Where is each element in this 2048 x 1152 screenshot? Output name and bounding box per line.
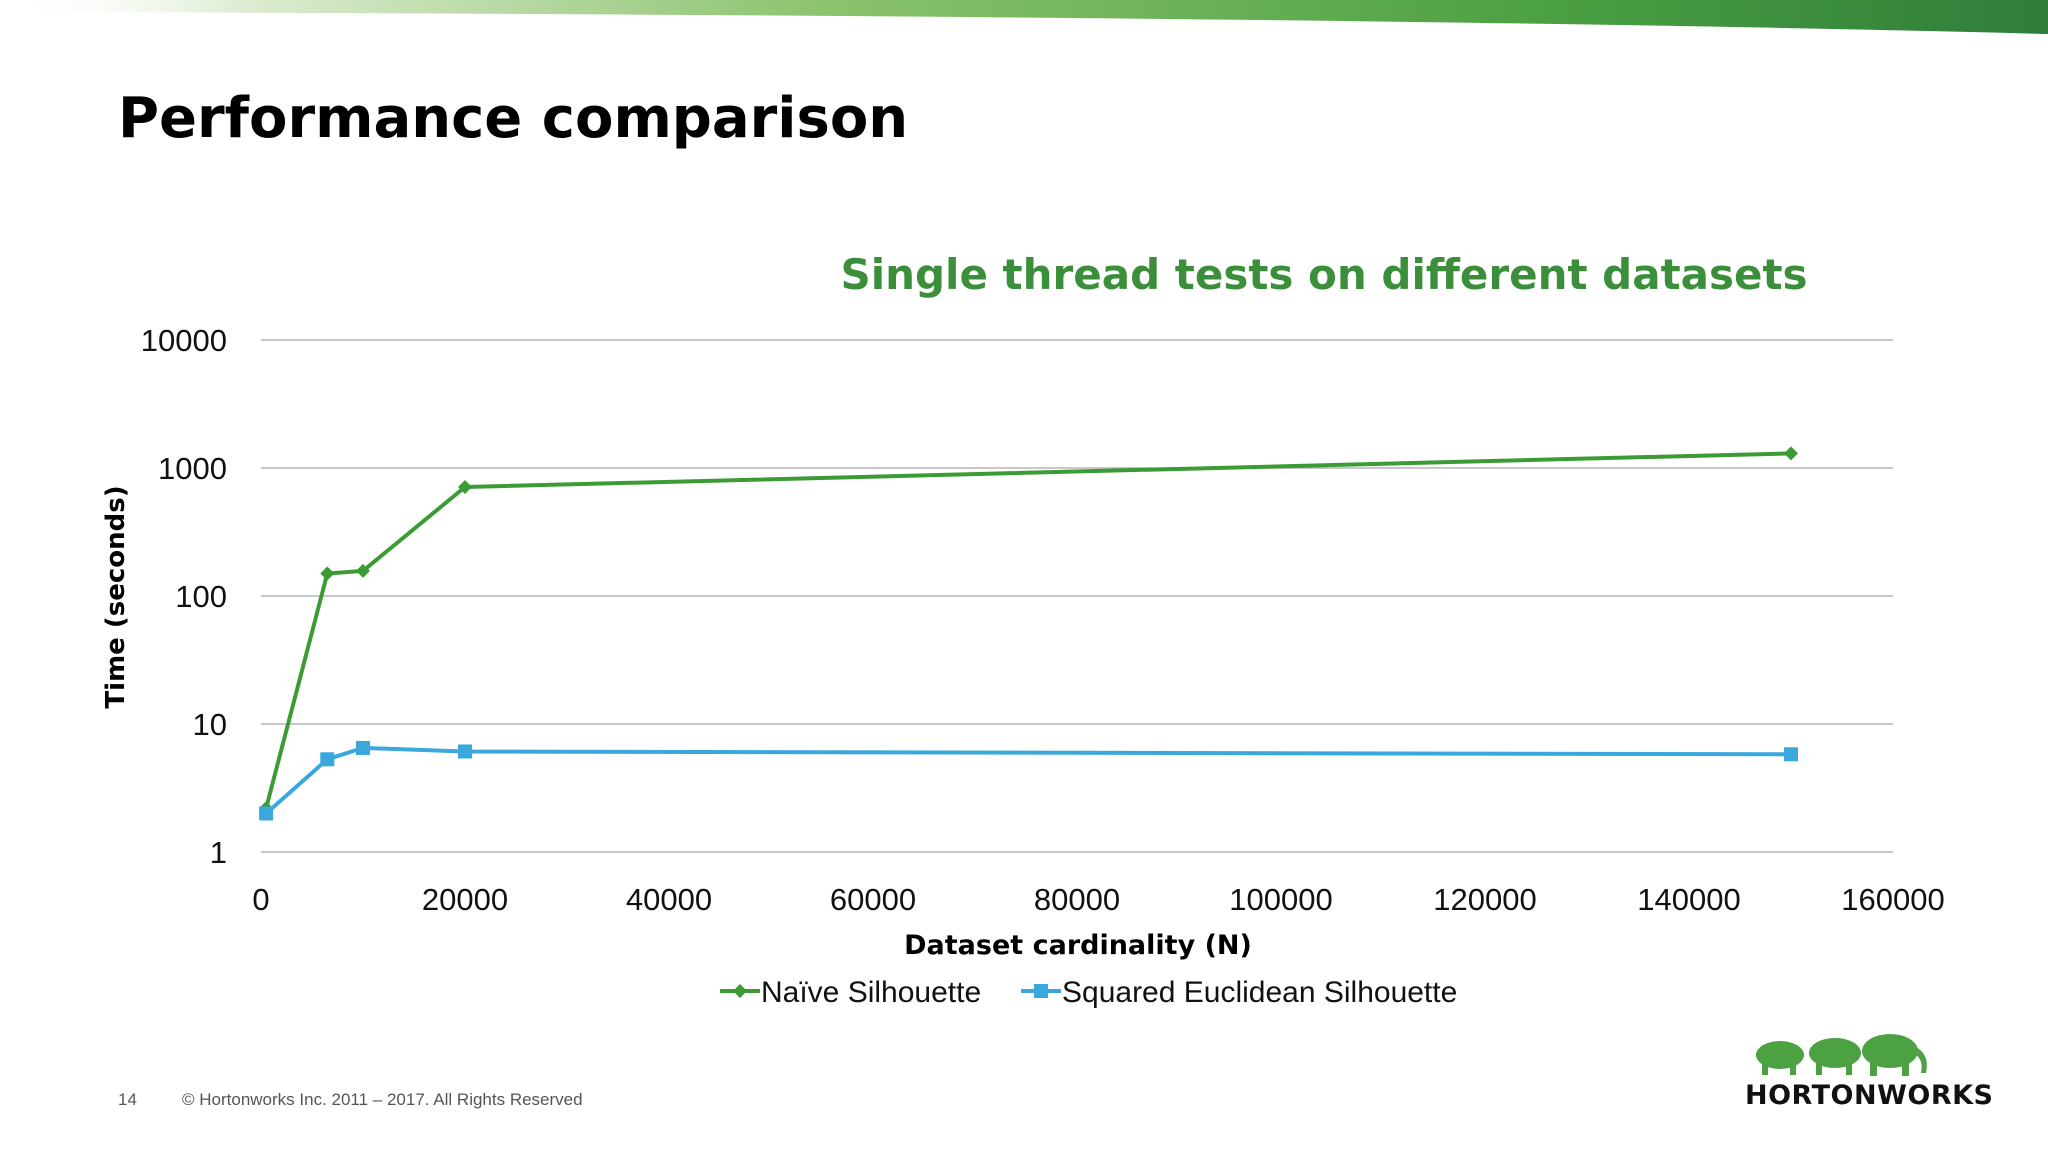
gridlines [261,339,1893,853]
legend-marker-naive-silhouette [733,984,747,998]
data-point-squared-euclidean-silhouette [458,744,472,759]
x-tick-label: 120000 [1433,882,1536,917]
x-tick-label: 140000 [1637,882,1740,917]
x-axis-label: Dataset cardinality (N) [904,930,1252,961]
company-logo-text: HORTONWORKS [1745,1080,1994,1111]
data-point-naive-silhouette [1784,446,1798,461]
y-tick-label: 10 [193,707,227,742]
x-tick-label: 40000 [626,882,712,917]
page-number: 14 [118,1090,137,1109]
x-tick-label: 20000 [422,882,508,917]
data-point-squared-euclidean-silhouette [1784,747,1798,762]
y-tick-label: 100 [175,579,227,614]
data-point-naive-silhouette [320,566,335,581]
x-tick-label: 60000 [830,882,916,917]
x-tick-label: 80000 [1034,882,1120,917]
x-tick-label: 100000 [1229,882,1332,917]
chart-title: Single thread tests on different dataset… [840,250,1808,299]
y-axis-ticks: 1 10 100 1000 10000 [141,323,227,870]
legend: Naïve Silhouette Squared Euclidean Silhou… [720,976,1457,1009]
y-tick-label: 1000 [158,451,227,486]
data-point-naive-silhouette [356,563,370,578]
data-series [259,446,1798,821]
y-tick-label: 1 [210,835,227,870]
x-axis-ticks: 0 20000 40000 60000 80000 100000 120000 140000 1… [252,882,1944,917]
data-point-squared-euclidean-silhouette [356,740,370,755]
elephant-herd-logo-icon [1756,1034,1927,1076]
y-tick-label: 10000 [141,323,227,358]
copyright-notice: © Hortonworks Inc. 2011 – 2017. All Righ… [182,1090,583,1109]
x-tick-label: 160000 [1841,882,1944,917]
slide-title: Performance comparison [118,86,909,151]
series-line-squared-euclidean-silhouette [264,745,1792,815]
legend-label-naive-silhouette: Naïve Silhouette [761,976,981,1009]
x-tick-label: 0 [252,882,269,917]
data-point-naive-silhouette [458,480,472,495]
data-point-squared-euclidean-silhouette [320,752,335,767]
data-point-squared-euclidean-silhouette [259,806,274,821]
legend-marker-squared-euclidean-silhouette [1034,984,1048,998]
header-accent-band [0,0,2048,34]
legend-label-squared-euclidean-silhouette: Squared Euclidean Silhouette [1062,976,1457,1009]
y-axis-label: Time (seconds) [101,485,131,708]
